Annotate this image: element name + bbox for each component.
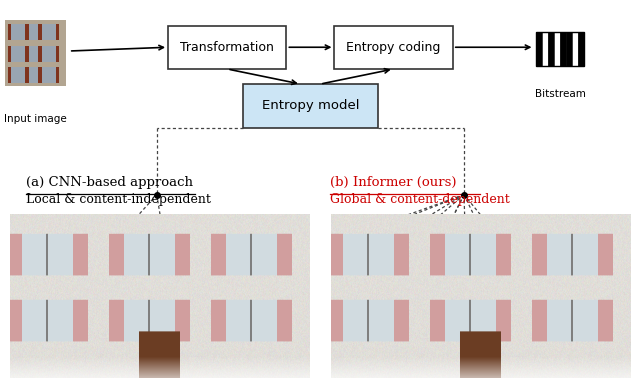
Bar <box>95 264 168 334</box>
Bar <box>403 226 424 247</box>
Bar <box>572 32 578 66</box>
Text: Local & content-independent: Local & content-independent <box>26 193 211 206</box>
Bar <box>536 32 584 66</box>
Bar <box>396 309 417 330</box>
Text: Entropy coding: Entropy coding <box>346 41 441 54</box>
Bar <box>548 32 554 66</box>
Text: Input image: Input image <box>4 114 67 124</box>
Bar <box>530 288 552 309</box>
Text: (b) Informer (ours): (b) Informer (ours) <box>330 176 456 189</box>
Text: Bitstream: Bitstream <box>534 89 586 99</box>
Bar <box>536 32 542 66</box>
Bar <box>370 228 392 249</box>
Bar <box>560 32 566 66</box>
Bar <box>578 32 584 66</box>
Bar <box>566 32 572 66</box>
Bar <box>243 84 378 128</box>
Bar <box>457 298 477 318</box>
Bar <box>340 235 362 256</box>
Bar <box>168 26 287 69</box>
Text: Entropy model: Entropy model <box>262 99 359 112</box>
Bar <box>476 241 497 262</box>
Text: Transformation: Transformation <box>180 41 274 54</box>
Text: (a) CNN-based approach: (a) CNN-based approach <box>26 176 193 189</box>
Bar <box>334 26 453 69</box>
Bar <box>435 234 456 254</box>
Bar <box>554 32 560 66</box>
Bar <box>542 32 548 66</box>
Bar <box>340 292 362 313</box>
Text: Global & content-dependent: Global & content-dependent <box>330 193 509 206</box>
